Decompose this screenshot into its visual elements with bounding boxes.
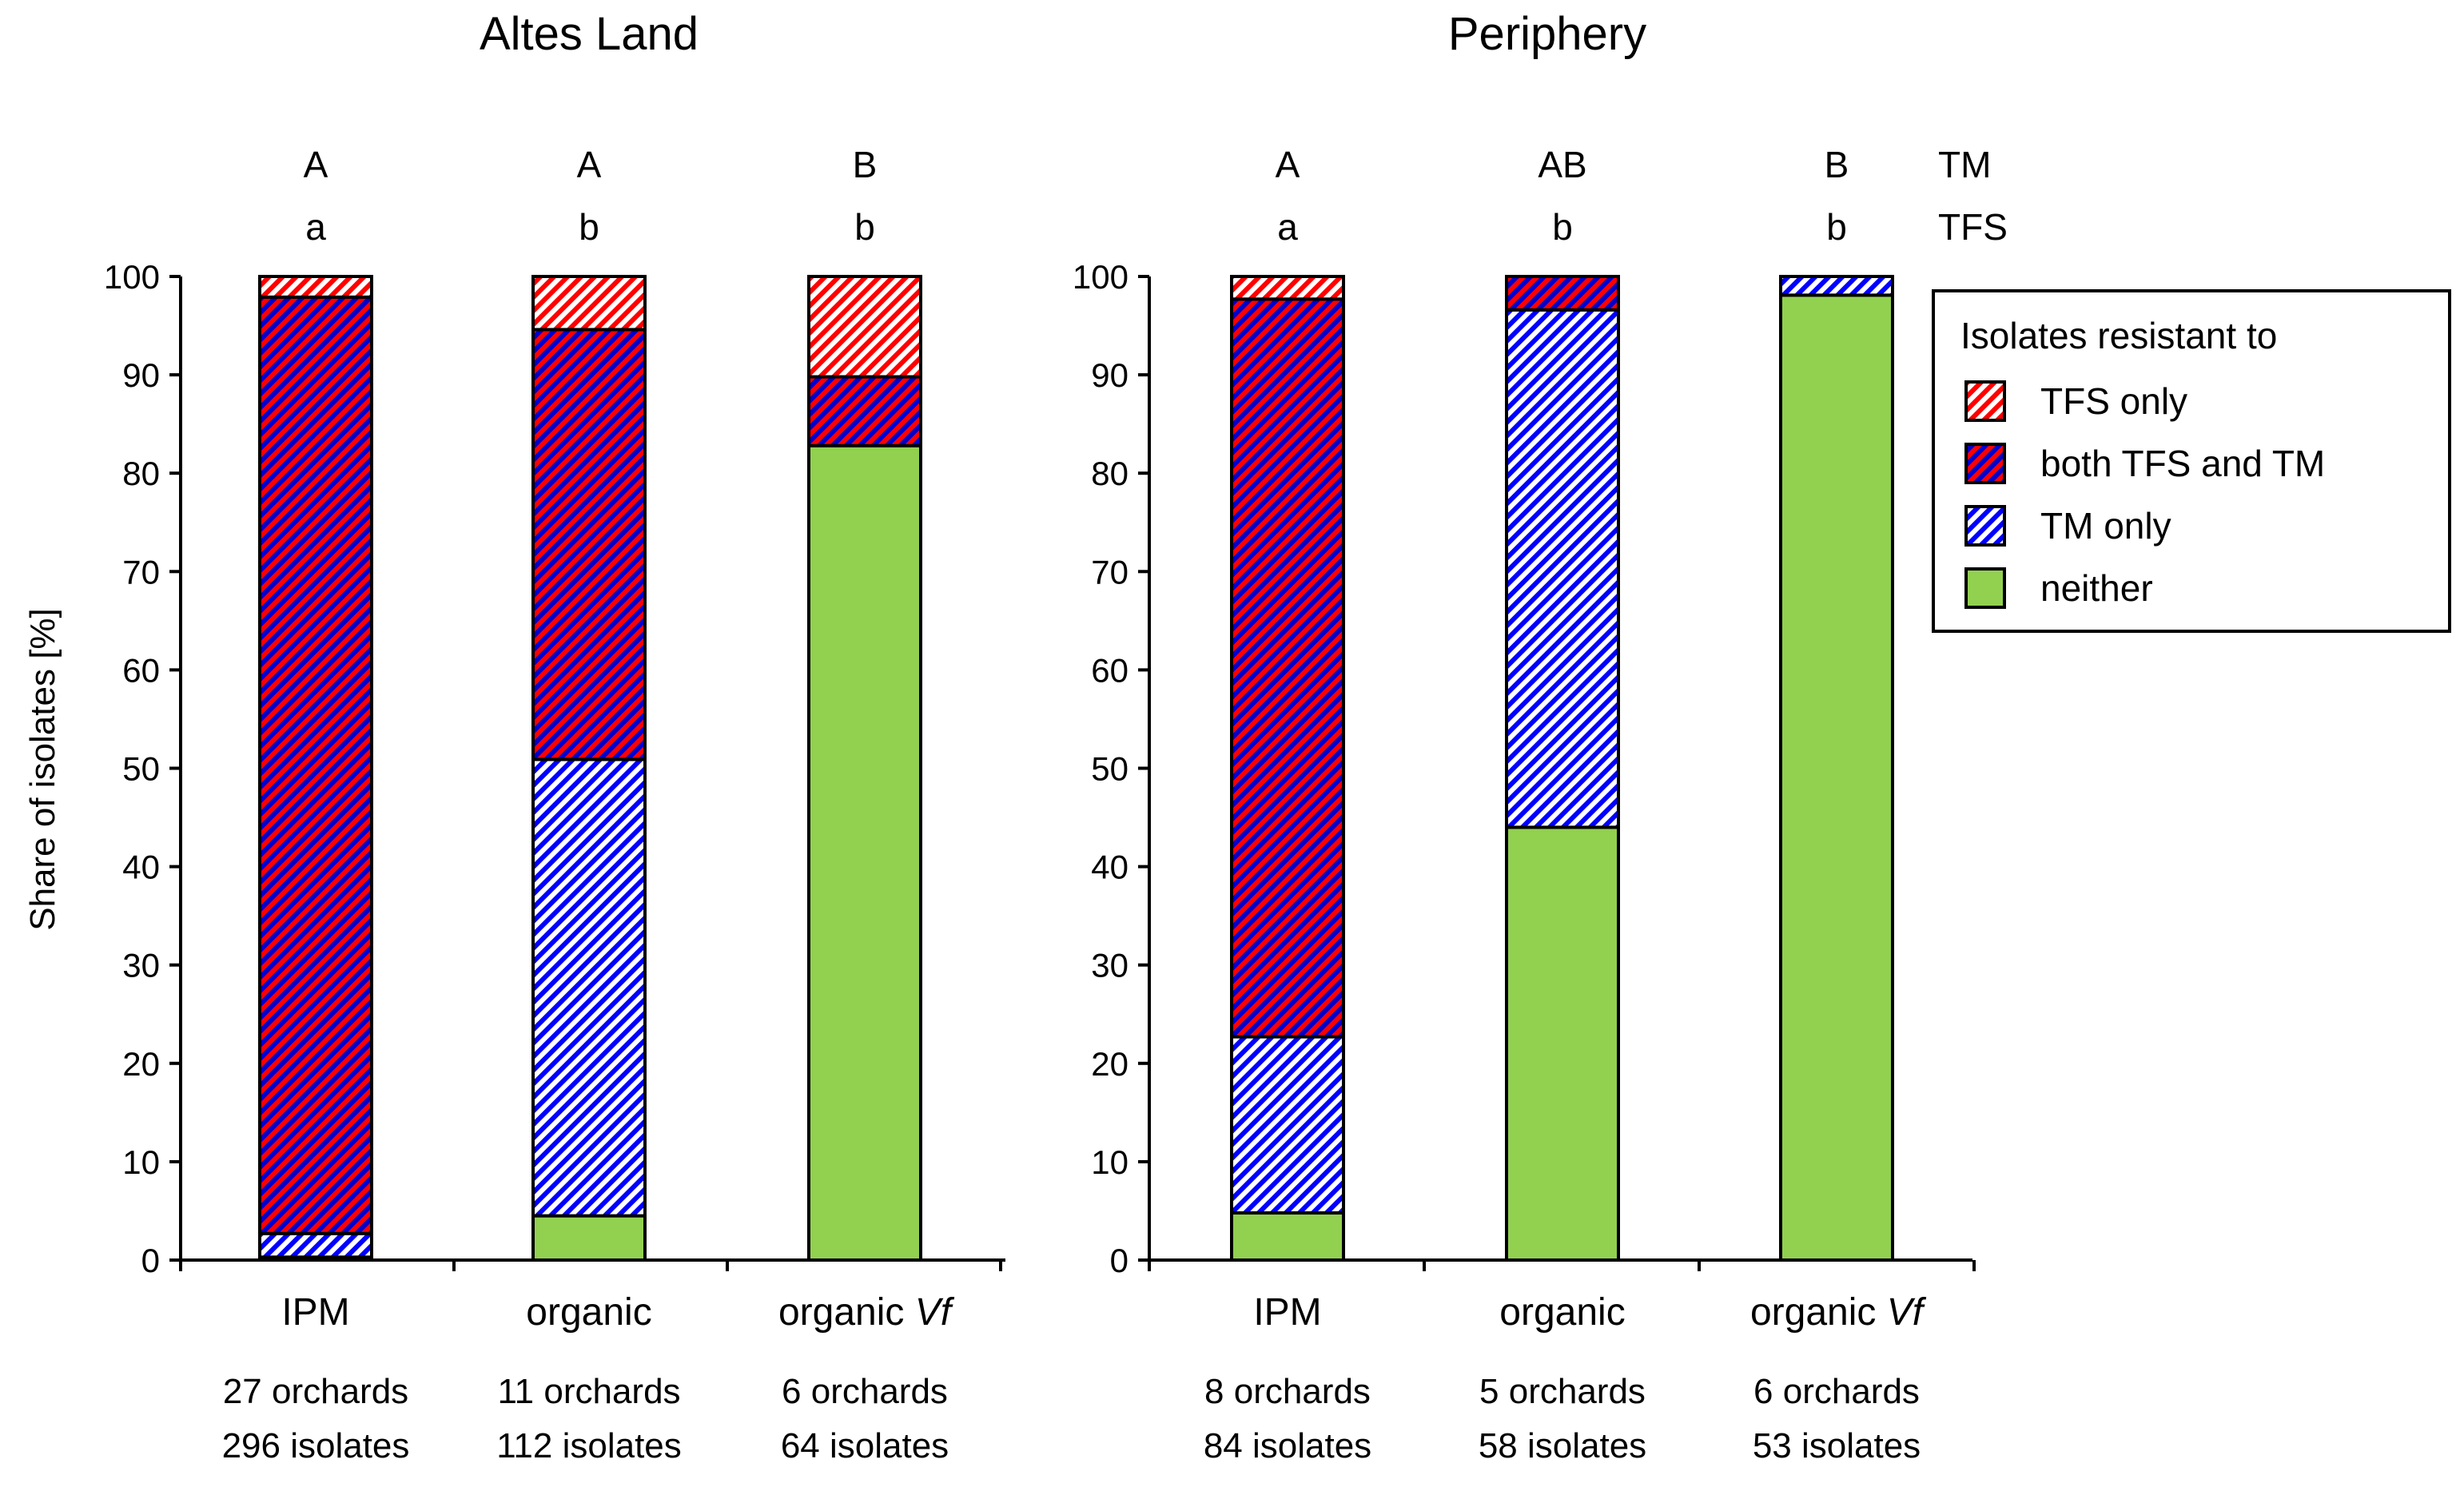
y-axis-label: Share of isolates [%] xyxy=(23,608,62,931)
orchard-count: 27 orchards xyxy=(223,1372,408,1411)
legend-label: TFS only xyxy=(2040,380,2187,422)
legend-swatch-tm xyxy=(1964,505,2006,547)
panel-periphery: Periphery 0 10 20 30 40 50 60 70 80 90 100 Aa IPM 8 or… xyxy=(1073,8,1976,1465)
legend-title: Isolates resistant to xyxy=(1960,315,2277,356)
x-category-label: organic xyxy=(526,1291,651,1334)
y-tick-label: 50 xyxy=(1091,750,1129,788)
y-tick-label: 0 xyxy=(1110,1242,1129,1279)
panel-title: Altes Land xyxy=(480,8,699,60)
x-category-label: IPM xyxy=(281,1291,349,1334)
y-tick-label: 60 xyxy=(1091,651,1129,689)
y-tick-label: 60 xyxy=(122,651,160,689)
y-tick-label: 0 xyxy=(141,1242,160,1279)
tfs-group-letter: b xyxy=(1826,206,1847,248)
legend-label: neither xyxy=(2040,567,2153,609)
y-tick-label: 10 xyxy=(122,1143,160,1181)
bar-segment-neither xyxy=(1779,293,1894,1262)
orchard-count: 5 orchards xyxy=(1479,1372,1646,1411)
isolate-count: 53 isolates xyxy=(1753,1426,1921,1465)
x-category-label: IPM xyxy=(1253,1291,1321,1334)
panel-title: Periphery xyxy=(1448,8,1646,60)
bar-segment-tm-only xyxy=(258,1231,373,1259)
bar-segment-neither xyxy=(807,443,922,1262)
bar-segment-tfs-only xyxy=(1230,275,1345,301)
y-tick-label: 100 xyxy=(104,258,160,296)
y-tick-label: 80 xyxy=(122,455,160,492)
y-tick-label: 90 xyxy=(1091,356,1129,394)
tfs-group-letter: b xyxy=(1552,206,1573,248)
legend-swatch-both xyxy=(1964,443,2006,484)
isolate-count: 296 isolates xyxy=(222,1426,410,1465)
bar-segment-tm-only xyxy=(1779,275,1894,297)
tm-group-letter: A xyxy=(577,144,602,185)
bar-segment-tm-only xyxy=(1505,308,1620,829)
legend-label: TM only xyxy=(2040,505,2171,547)
isolate-count: 112 isolates xyxy=(496,1426,682,1465)
orchard-count: 6 orchards xyxy=(1753,1372,1920,1411)
y-tick-label: 70 xyxy=(1091,553,1129,590)
tm-group-letter: A xyxy=(304,144,328,185)
bar-segment-neither xyxy=(531,1214,647,1262)
y-tick-label: 70 xyxy=(122,553,160,590)
tm-group-letter: AB xyxy=(1538,144,1586,185)
tfs-group-letter: a xyxy=(305,206,326,248)
legend-label: both TFS and TM xyxy=(2040,443,2325,484)
tm-group-letter: B xyxy=(853,144,878,185)
y-tick-label: 40 xyxy=(122,849,160,886)
y-tick-label: 100 xyxy=(1073,258,1129,296)
row-label-tfs: TFS xyxy=(1938,206,2008,248)
bar-segment-tm-only xyxy=(1230,1035,1345,1215)
bar-segment-both-tfs-and-tm xyxy=(1230,297,1345,1039)
bar-segment-both-tfs-and-tm xyxy=(807,375,922,447)
y-tick-label: 30 xyxy=(1091,947,1129,984)
bar-segment-tfs-only xyxy=(807,275,922,379)
tfs-group-letter: b xyxy=(854,206,875,248)
legend-swatch-neither xyxy=(1964,567,2006,609)
legend: Isolates resistant to TFS only both TFS a… xyxy=(1932,289,2451,633)
y-tick-label: 20 xyxy=(122,1045,160,1083)
legend-swatch-tfs xyxy=(1964,380,2006,422)
orchard-count: 11 orchards xyxy=(497,1372,680,1411)
tfs-group-letter: a xyxy=(1277,206,1298,248)
y-tick-label: 90 xyxy=(122,356,160,394)
isolate-count: 58 isolates xyxy=(1479,1426,1646,1465)
orchard-count: 6 orchards xyxy=(782,1372,948,1411)
bar-segment-neither xyxy=(1230,1211,1345,1262)
bar-segment-tfs-only xyxy=(258,275,373,299)
y-tick-label: 80 xyxy=(1091,455,1129,492)
isolate-count: 64 isolates xyxy=(781,1426,949,1465)
isolate-count: 84 isolates xyxy=(1204,1426,1371,1465)
y-tick-label: 40 xyxy=(1091,849,1129,886)
y-tick-label: 10 xyxy=(1091,1143,1129,1181)
orchard-count: 8 orchards xyxy=(1204,1372,1371,1411)
y-tick-label: 50 xyxy=(122,750,160,788)
y-tick-label: 20 xyxy=(1091,1045,1129,1083)
panel-altes-land: Altes Land 0 10 20 30 40 50 60 70 80 90 100 Aa IPM 27 … xyxy=(104,8,1005,1465)
bar-segment-both-tfs-and-tm xyxy=(258,295,373,1235)
x-category-label: organic Vf xyxy=(778,1291,955,1334)
tm-group-letter: A xyxy=(1276,144,1300,185)
row-label-tm: TM xyxy=(1938,144,1991,185)
bar-segment-tm-only xyxy=(531,757,647,1218)
bar-segment-both-tfs-and-tm xyxy=(1505,275,1620,312)
x-category-label: organic Vf xyxy=(1750,1291,1927,1334)
tm-group-letter: B xyxy=(1825,144,1849,185)
legend-box xyxy=(1932,289,2451,633)
tfs-group-letter: b xyxy=(579,206,599,248)
bar-segment-tfs-only xyxy=(531,275,647,332)
bar-segment-neither xyxy=(1505,825,1620,1262)
y-tick-label: 30 xyxy=(122,947,160,984)
bar-segment-both-tfs-and-tm xyxy=(531,328,647,761)
x-category-label: organic xyxy=(1499,1291,1625,1334)
